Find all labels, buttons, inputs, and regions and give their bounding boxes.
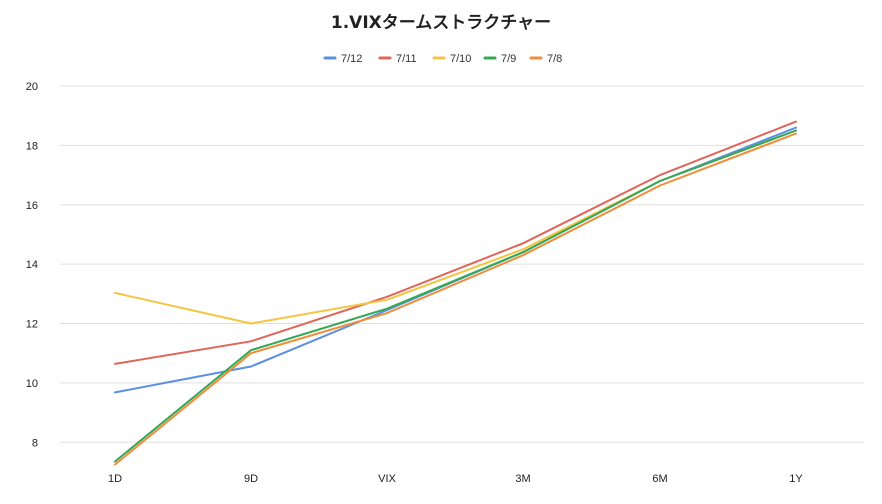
y-tick-label: 14 [26,259,38,271]
x-tick-label: VIX [378,473,396,485]
x-tick-label: 1D [108,473,122,485]
legend-label: 7/11 [396,53,417,65]
x-tick-label: 3M [515,473,530,485]
y-tick-label: 16 [26,200,38,212]
chart-title: 1.VIXタームストラクチャー [331,13,551,33]
series-line-7-11 [114,120,797,365]
x-tick-label: 9D [244,473,258,485]
y-tick-label: 20 [26,81,38,93]
x-axis-ticks: 1D 9D VIX 3M 6M 1Y [108,473,803,485]
x-tick-label: 1Y [789,473,803,485]
gridlines [60,85,864,443]
y-tick-label: 18 [26,140,38,152]
series-line-7-10 [114,129,797,325]
y-tick-label: 10 [26,378,38,390]
x-tick-label: 6M [652,473,667,485]
legend-label: 7/8 [547,53,562,65]
y-tick-label: 8 [32,437,38,449]
legend: 7/12 7/11 7/10 7/9 7/8 [323,53,562,65]
series-line-7-8 [114,132,797,466]
y-axis-ticks: 8 10 12 14 16 18 20 [26,81,38,449]
series-line-7-9 [114,129,797,463]
series-lines [114,120,797,466]
series-line-7-12 [114,126,797,394]
y-tick-label: 12 [26,319,38,331]
legend-label: 7/9 [501,53,516,65]
legend-label: 7/10 [450,53,471,65]
legend-label: 7/12 [341,53,362,65]
